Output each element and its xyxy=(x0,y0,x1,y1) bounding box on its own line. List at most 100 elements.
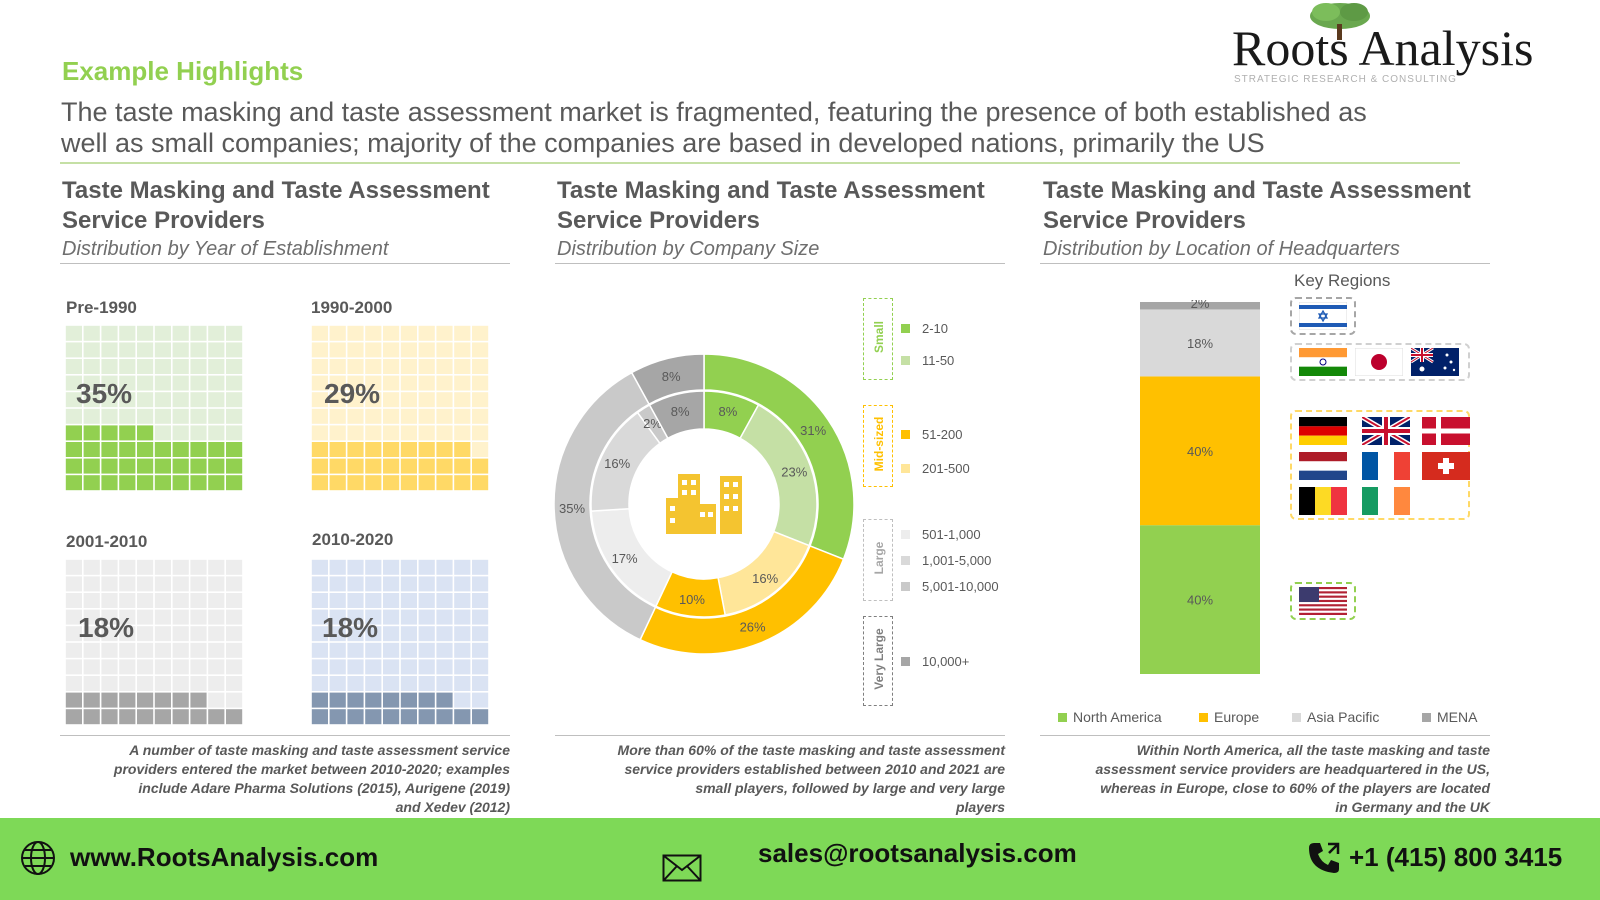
waffle-cell-filled xyxy=(311,442,328,457)
waffle-cell-empty xyxy=(329,425,346,441)
waffle-cell-empty xyxy=(418,325,435,341)
waffle-cell-empty xyxy=(226,609,243,625)
waffle-cell-empty xyxy=(137,659,154,675)
waffle-cell-empty xyxy=(172,559,189,575)
waffle-cell-empty xyxy=(454,375,471,391)
india-flag-icon xyxy=(1299,348,1347,376)
legend-swatch xyxy=(1292,712,1301,722)
waffle-cell-empty xyxy=(400,425,417,441)
waffle-cell-filled xyxy=(383,709,400,725)
waffle-cell-empty xyxy=(119,576,136,592)
waffle-cell-filled xyxy=(436,692,453,708)
website-link[interactable]: www.RootsAnalysis.com xyxy=(70,842,379,872)
waffle-cell-empty xyxy=(454,342,471,358)
waffle-cell-empty xyxy=(154,642,171,658)
waffle-cell-empty xyxy=(154,609,171,625)
waffle-label-2010-2020: 2010-2020 xyxy=(312,530,394,549)
waffle-cell-filled xyxy=(329,475,346,491)
stacked-bar-segment xyxy=(1140,309,1260,377)
legend-swatch xyxy=(901,582,910,591)
waffle-cell-filled xyxy=(101,475,118,491)
waffle-cell-empty xyxy=(119,392,136,408)
note-line: A number of taste masking and taste asse… xyxy=(129,742,510,758)
waffle-cell-empty xyxy=(383,642,400,658)
section-title: Taste Masking and Taste Assessment xyxy=(1043,177,1471,204)
waffle-cell-empty xyxy=(83,642,100,658)
waffle-cell-empty xyxy=(208,425,225,441)
waffle-cell-filled xyxy=(83,692,100,708)
legend-swatch xyxy=(901,464,910,473)
waffle-cell-empty xyxy=(329,408,346,424)
waffle-cell-empty xyxy=(418,559,435,575)
waffle-cell-empty xyxy=(436,576,453,592)
waffle-cell-empty xyxy=(400,375,417,391)
waffle-cell-empty xyxy=(472,359,489,374)
waffle-cell-filled xyxy=(347,475,364,491)
waffle-cell-empty xyxy=(101,609,118,625)
waffle-cell-empty xyxy=(454,425,471,441)
waffle-cell-empty xyxy=(383,425,400,441)
inner-ring-label: 17% xyxy=(612,551,638,566)
waffle-cell-empty xyxy=(208,642,225,658)
waffle-cell-empty xyxy=(329,576,346,592)
legend-group-mid-sized: Mid-sized xyxy=(863,405,893,487)
waffle-cell-empty xyxy=(400,408,417,424)
waffle-cell-filled xyxy=(208,442,225,457)
note-divider xyxy=(60,735,510,736)
waffle-cell-empty xyxy=(190,576,207,592)
waffle-cell-empty xyxy=(436,392,453,408)
denmark-flag-icon xyxy=(1422,417,1470,445)
note-line: include Adare Pharma Solutions (2015), A… xyxy=(138,780,510,796)
waffle-cell-empty xyxy=(472,392,489,408)
waffle-cell-filled xyxy=(400,692,417,708)
waffle-cell-filled xyxy=(472,458,489,474)
waffle-cell-empty xyxy=(119,593,136,608)
waffle-cell-empty xyxy=(472,375,489,391)
waffle-cell-filled xyxy=(329,709,346,725)
waffle-cell-empty xyxy=(436,325,453,341)
waffle-cell-empty xyxy=(172,642,189,658)
waffle-cell-empty xyxy=(83,609,100,625)
waffle-cell-empty xyxy=(436,642,453,658)
inner-ring-slice xyxy=(648,390,705,440)
waffle-cell-empty xyxy=(226,692,243,708)
phone-number[interactable]: +1 (415) 800 3415 xyxy=(1349,842,1563,872)
waffle-cell-empty xyxy=(347,659,364,675)
waffle-cell-empty xyxy=(190,676,207,691)
waffle-cell-empty xyxy=(190,425,207,441)
waffle-cell-empty xyxy=(190,559,207,575)
inner-ring-label: 10% xyxy=(679,592,705,607)
waffle-cell-empty xyxy=(472,593,489,608)
stacked-bar-label: 40% xyxy=(1187,593,1213,608)
waffle-cell-filled xyxy=(137,709,154,725)
waffle-cell-empty xyxy=(311,642,328,658)
waffle-cell-empty xyxy=(101,559,118,575)
legend-mena: MENA xyxy=(1422,709,1477,725)
waffle-2001-2010 xyxy=(65,559,243,725)
email-link[interactable]: sales@rootsanalysis.com xyxy=(758,838,1077,868)
waffle-cell-empty xyxy=(472,442,489,457)
waffle-cell-empty xyxy=(329,375,346,391)
waffle-cell-empty xyxy=(472,576,489,592)
waffle-cell-empty xyxy=(208,659,225,675)
note-line: and Xedev (2012) xyxy=(395,799,510,815)
waffle-cell-empty xyxy=(454,642,471,658)
waffle-cell-filled xyxy=(208,475,225,491)
waffle-cell-empty xyxy=(119,609,136,625)
note-headquarters: Within North America, all the taste mask… xyxy=(1040,741,1490,817)
waffle-cell-empty xyxy=(347,375,364,391)
logo-wordmark[interactable]: Roots Analysis xyxy=(1232,20,1534,76)
waffle-pre-1990 xyxy=(65,325,243,491)
waffle-cell-empty xyxy=(472,425,489,441)
stacked-bar-segment xyxy=(1140,302,1260,310)
note-line: whereas in Europe, close to 60% of the p… xyxy=(1100,780,1490,796)
waffle-cell-empty xyxy=(311,342,328,358)
waffle-cell-empty xyxy=(329,392,346,408)
waffle-cell-empty xyxy=(137,392,154,408)
waffle-cell-empty xyxy=(154,375,171,391)
waffle-cell-filled xyxy=(454,442,471,457)
waffle-cell-empty xyxy=(226,576,243,592)
waffle-cell-empty xyxy=(418,342,435,358)
waffle-cell-empty xyxy=(347,359,364,374)
waffle-cell-empty xyxy=(418,626,435,642)
